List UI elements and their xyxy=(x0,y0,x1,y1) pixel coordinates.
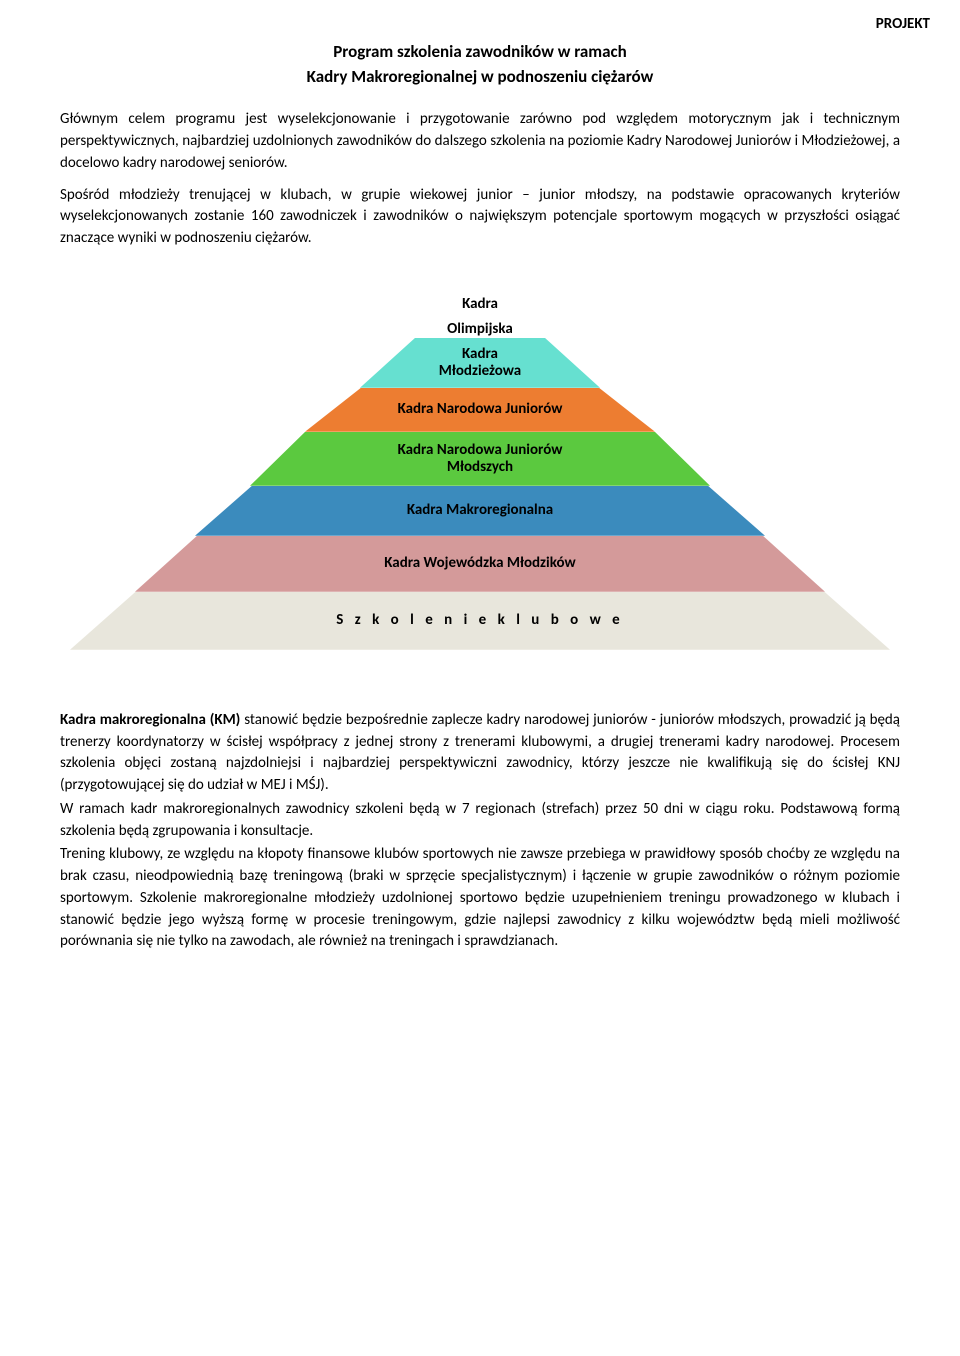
pyramid-level-3: Kadra Narodowa Juniorów xyxy=(305,388,655,432)
document-header: PROJEKT Program szkolenia zawodników w r… xyxy=(60,40,900,89)
pyramid-level-1: Kadra Olimpijska xyxy=(415,280,545,338)
pyramid-level-6-label: Kadra Wojewódzka Młodzików xyxy=(378,551,581,576)
pyramid-diagram: Kadra Olimpijska Kadra Młodzieżowa Kadra… xyxy=(70,280,890,650)
pyramid-level-2-line1: Kadra xyxy=(439,346,521,363)
pyramid-level-7: S z k o l e n i e k l u b o w e xyxy=(70,592,890,650)
pyramid-level-4: Kadra Narodowa Juniorów Młodszych xyxy=(250,432,710,486)
body-paragraph-3: Trening klubowy, ze względu na kłopoty f… xyxy=(60,844,900,953)
title-line-2: Kadry Makroregionalnej w podnoszeniu cię… xyxy=(60,65,900,90)
pyramid-level-5-label: Kadra Makroregionalna xyxy=(401,498,559,523)
pyramid-level-2-line2: Młodzieżowa xyxy=(439,363,521,380)
bold-lead: Kadra makroregionalna (KM) xyxy=(60,711,240,729)
document-title: Program szkolenia zawodników w ramach Ka… xyxy=(60,40,900,89)
projekt-label: PROJEKT xyxy=(876,14,930,36)
body-paragraph-2: W ramach kadr makroregionalnych zawodnic… xyxy=(60,799,900,843)
pyramid-level-6: Kadra Wojewódzka Młodzików xyxy=(135,536,825,592)
pyramid-level-1-line1: Kadra xyxy=(441,292,519,317)
intro-paragraph-1: Głównym celem programu jest wyselekcjono… xyxy=(60,109,900,174)
pyramid-level-4-line1: Kadra Narodowa Juniorów xyxy=(398,442,563,459)
pyramid-level-5: Kadra Makroregionalna xyxy=(195,486,765,536)
intro-paragraph-2: Spośród młodzieży trenującej w klubach, … xyxy=(60,185,900,250)
pyramid-level-2: Kadra Młodzieżowa xyxy=(360,338,600,388)
pyramid-level-7-label: S z k o l e n i e k l u b o w e xyxy=(330,608,629,633)
pyramid-level-4-line2: Młodszych xyxy=(398,459,563,476)
pyramid-level-3-label: Kadra Narodowa Juniorów xyxy=(392,397,569,422)
body-paragraph-1: Kadra makroregionalna (KM) stanowić będz… xyxy=(60,710,900,797)
title-line-1: Program szkolenia zawodników w ramach xyxy=(60,40,900,65)
